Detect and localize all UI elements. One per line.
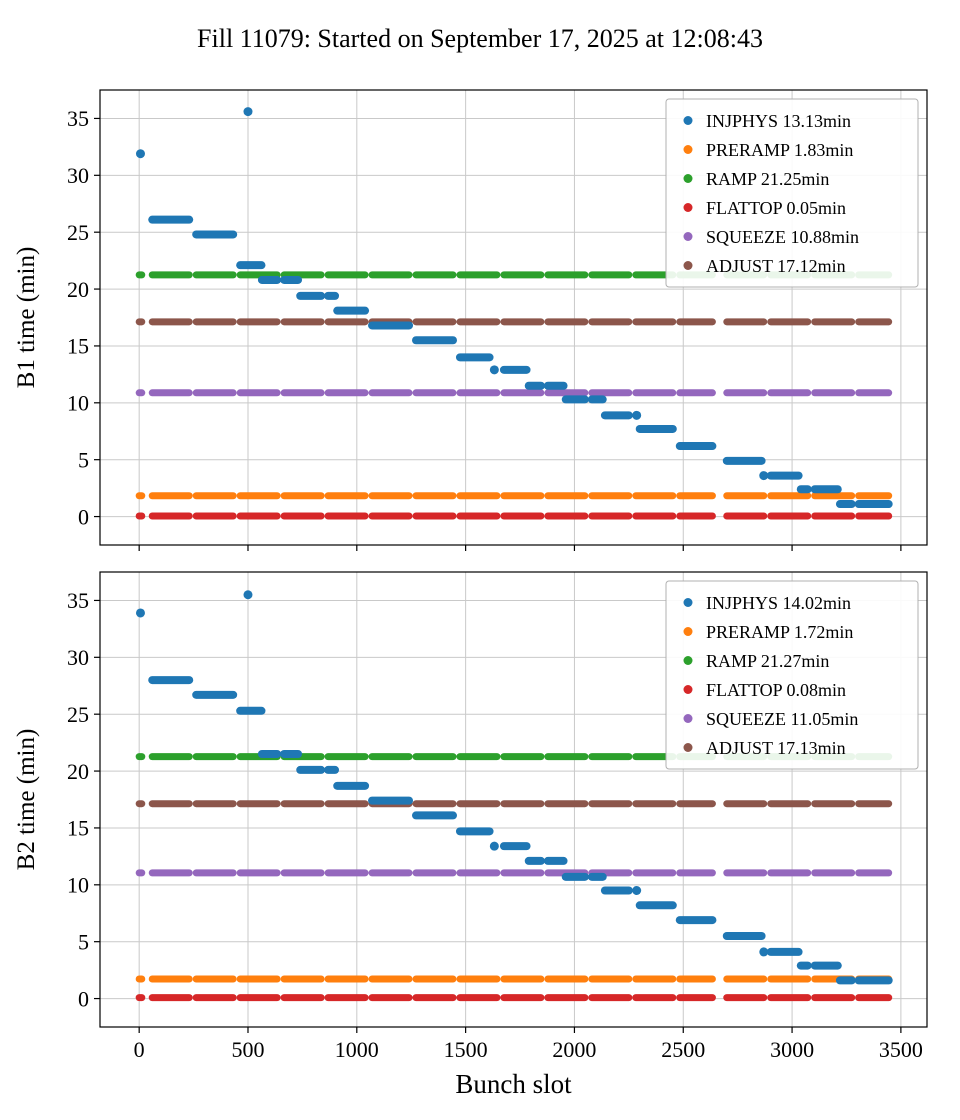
y-tick-label: 30 xyxy=(67,645,89,670)
legend-marker-squeeze xyxy=(683,714,693,723)
outlier-point xyxy=(243,590,253,600)
legend-label-squeeze: SQUEEZE 11.05min xyxy=(706,709,858,729)
y-tick-label: 0 xyxy=(78,986,89,1011)
y-tick-label: 0 xyxy=(78,504,89,529)
legend-marker-flattop xyxy=(683,203,693,212)
legend-marker-preramp xyxy=(683,627,693,636)
y-tick-label: 25 xyxy=(67,220,89,245)
y-tick-label: 5 xyxy=(78,447,89,472)
figure-canvas: 0 5 10 15 20 25 30 35 B1 time (min) INJPHYS 13.13… xyxy=(13,89,928,1099)
series-injphys xyxy=(135,107,893,509)
legend-box xyxy=(665,98,919,288)
legend-label-flattop: FLATTOP 0.05min xyxy=(706,198,846,218)
legend-label-injphys: INJPHYS 14.02min xyxy=(706,593,851,613)
series-injphys xyxy=(135,590,893,985)
y-axis-label: B2 time (min) xyxy=(13,729,40,871)
subplot-b2: 0 5 10 15 20 25 30 35 0 500 1000 1500 2000 2500 3000 35… xyxy=(13,571,928,1099)
y-tick-label: 15 xyxy=(67,816,89,841)
legend-label-flattop: FLATTOP 0.08min xyxy=(706,680,846,700)
legend-label-preramp: PRERAMP 1.83min xyxy=(706,140,853,160)
legend-marker-ramp xyxy=(683,174,693,183)
y-tick-label: 35 xyxy=(67,588,89,613)
legend-marker-adjust xyxy=(683,743,693,752)
legend: INJPHYS 13.13min PRERAMP 1.83min RAMP 21.2… xyxy=(665,98,919,288)
legend-label-adjust: ADJUST 17.13min xyxy=(706,738,846,758)
y-tick-label: 10 xyxy=(67,391,89,416)
legend-marker-adjust xyxy=(683,261,693,270)
y-tick-label: 35 xyxy=(67,106,89,131)
legend-label-preramp: PRERAMP 1.72min xyxy=(706,622,853,642)
x-tick-label: 3000 xyxy=(770,1037,814,1062)
subplot-b1: 0 5 10 15 20 25 30 35 B1 time (min) INJPHYS 13.13… xyxy=(13,89,928,551)
axes-frame xyxy=(99,571,928,1028)
legend-label-squeeze: SQUEEZE 10.88min xyxy=(706,227,859,247)
legend-label-adjust: ADJUST 17.12min xyxy=(706,256,846,276)
x-tick-label: 1500 xyxy=(444,1037,488,1062)
x-tick-label: 3500 xyxy=(879,1037,923,1062)
legend-label-injphys: INJPHYS 13.13min xyxy=(706,111,851,131)
legend: INJPHYS 14.02min PRERAMP 1.72min RAMP 21.2… xyxy=(665,580,919,770)
legend-box xyxy=(665,580,919,770)
legend-marker-injphys xyxy=(683,116,693,125)
y-axis-label: B1 time (min) xyxy=(13,247,40,389)
x-axis-label: Bunch slot xyxy=(455,1069,572,1099)
figure-title: Fill 11079: Started on September 17, 202… xyxy=(197,24,763,53)
y-tick-label: 10 xyxy=(67,873,89,898)
x-tick-label: 0 xyxy=(134,1037,145,1062)
x-tick-label: 2500 xyxy=(661,1037,705,1062)
y-tick-label: 20 xyxy=(67,277,89,302)
legend-marker-ramp xyxy=(683,656,693,665)
legend-marker-flattop xyxy=(683,685,693,694)
x-tick-label: 500 xyxy=(231,1037,264,1062)
y-tick-label: 15 xyxy=(67,334,89,359)
x-tick-label: 1000 xyxy=(335,1037,379,1062)
y-tick-label: 30 xyxy=(67,163,89,188)
legend-label-ramp: RAMP 21.25min xyxy=(706,169,829,189)
legend-marker-preramp xyxy=(683,145,693,154)
legend-label-ramp: RAMP 21.27min xyxy=(706,651,829,671)
y-tick-label: 25 xyxy=(67,702,89,727)
y-tick-label: 20 xyxy=(67,759,89,784)
x-tick-label: 2000 xyxy=(552,1037,596,1062)
legend-marker-squeeze xyxy=(683,232,693,241)
y-tick-label: 5 xyxy=(78,929,89,954)
axes-frame xyxy=(99,89,928,546)
legend-marker-injphys xyxy=(683,598,693,607)
outlier-point xyxy=(243,107,253,117)
